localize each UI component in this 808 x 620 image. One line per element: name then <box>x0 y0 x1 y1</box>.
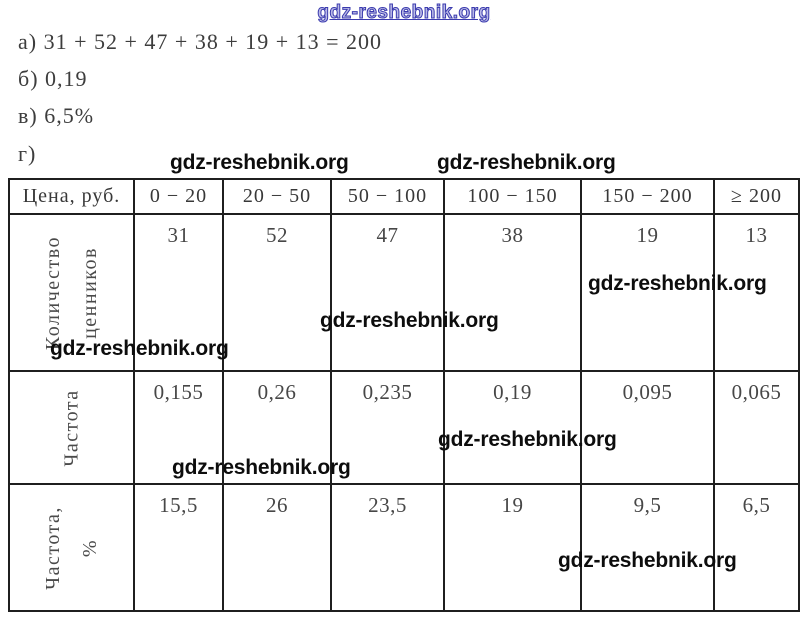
header-range-150-200: 150 − 200 <box>580 178 715 215</box>
frequency-percent-cell: 26 <box>222 483 332 612</box>
row-label-count: Количество ценников <box>35 235 109 349</box>
site-watermark: gdz-reshebnik.org <box>558 549 737 572</box>
site-watermark: gdz-reshebnik.org <box>437 151 616 174</box>
frequency-percent-cell: 23,5 <box>330 483 445 612</box>
solution-line-v: в) 6,5% <box>18 103 95 128</box>
count-cell: 31 <box>133 213 224 372</box>
frequency-percent-cell: 9,5 <box>580 483 715 612</box>
header-range-50-100: 50 − 100 <box>330 178 445 215</box>
count-cell: 52 <box>222 213 332 372</box>
row-label-line: Частота <box>60 388 82 467</box>
frequency-percent-cell: 6,5 <box>713 483 800 612</box>
site-watermark: gdz-reshebnik.org <box>172 456 351 479</box>
solution-line-a: а) 31 + 52 + 47 + 38 + 19 + 13 = 200 <box>18 29 383 54</box>
frequency-cell: 0,235 <box>330 370 445 485</box>
row-label-frequency-percent-cell: Частота, % <box>8 483 135 612</box>
table-row-frequency-percent: Частота, % 15,5 26 23,5 19 9,5 6,5 <box>8 483 800 612</box>
row-label-frequency-cell: Частота <box>8 370 135 485</box>
site-watermark: gdz-reshebnik.org <box>588 272 767 295</box>
site-watermark-blue: gdz-reshebnik.org <box>317 2 491 24</box>
row-label-line: % <box>78 538 101 557</box>
site-watermark: gdz-reshebnik.org <box>320 309 499 332</box>
frequency-percent-cell: 19 <box>443 483 582 612</box>
row-label-line: ценников <box>78 246 101 339</box>
frequency-cell: 0,095 <box>580 370 715 485</box>
header-range-100-150: 100 − 150 <box>443 178 582 215</box>
row-label-line: Количество <box>41 235 64 350</box>
table-header-row: Цена, руб. 0 − 20 20 − 50 50 − 100 100 −… <box>8 178 800 215</box>
solution-line-b: б) 0,19 <box>18 66 88 91</box>
header-range-ge-200: ≥ 200 <box>713 178 800 215</box>
frequency-cell: 0,26 <box>222 370 332 485</box>
count-cell: 19 <box>580 213 715 372</box>
table-row-frequency: Частота 0,155 0,26 0,235 0,19 0,095 0,06… <box>8 370 800 485</box>
frequency-cell: 0,065 <box>713 370 800 485</box>
frequency-percent-cell: 15,5 <box>133 483 224 612</box>
site-watermark: gdz-reshebnik.org <box>170 151 349 174</box>
header-price-cell: Цена, руб. <box>8 178 135 215</box>
table-row-count: Количество ценников 31 52 47 38 19 13 <box>8 213 800 372</box>
count-cell: 13 <box>713 213 800 372</box>
count-cell: 38 <box>443 213 582 372</box>
header-range-20-50: 20 − 50 <box>222 178 332 215</box>
row-label-line: Частота, <box>41 505 64 590</box>
solution-line-g: г) <box>18 141 37 166</box>
frequency-cell: 0,155 <box>133 370 224 485</box>
frequency-table-wrapper: Цена, руб. 0 − 20 20 − 50 50 − 100 100 −… <box>8 178 800 612</box>
frequency-table: Цена, руб. 0 − 20 20 − 50 50 − 100 100 −… <box>8 178 800 612</box>
site-watermark: gdz-reshebnik.org <box>50 337 229 360</box>
site-watermark: gdz-reshebnik.org <box>438 428 617 451</box>
count-cell: 47 <box>330 213 445 372</box>
frequency-cell: 0,19 <box>443 370 582 485</box>
row-label-frequency-percent: Частота, % <box>35 506 109 590</box>
row-label-count-cell: Количество ценников <box>8 213 135 372</box>
row-label-frequency: Частота <box>53 389 90 466</box>
header-range-0-20: 0 − 20 <box>133 178 224 215</box>
